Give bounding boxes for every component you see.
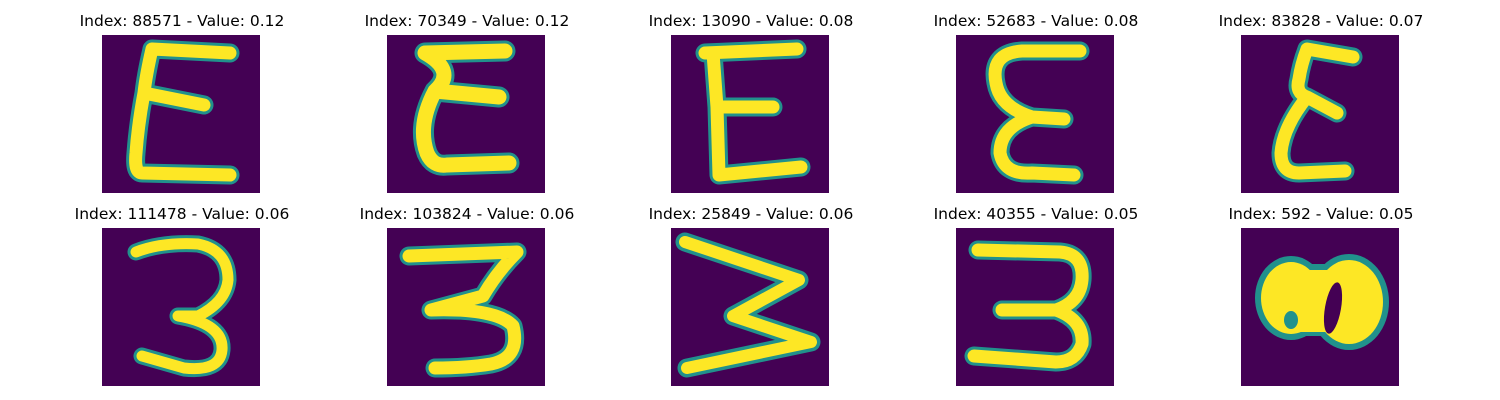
- panel-title: Index: 83828 - Value: 0.07: [1218, 12, 1424, 30]
- panel-title: Index: 592 - Value: 0.05: [1228, 205, 1414, 223]
- panel-image: [956, 35, 1114, 193]
- panel-8: Index: 25849 - Value: 0.06: [649, 205, 853, 386]
- panel-10: Index: 592 - Value: 0.05: [1228, 205, 1414, 386]
- glyph-e-image: [102, 35, 260, 193]
- panel-title: Index: 88571 - Value: 0.12: [79, 12, 285, 30]
- panel-6: Index: 111478 - Value: 0.06: [75, 205, 289, 386]
- panel-image: [387, 35, 545, 193]
- glyph-e-image: [671, 35, 829, 193]
- panel-image: [956, 228, 1114, 386]
- panel-5: Index: 83828 - Value: 0.07: [1219, 12, 1423, 193]
- panel-title: Index: 25849 - Value: 0.06: [648, 205, 854, 223]
- panel-title: Index: 40355 - Value: 0.05: [933, 205, 1139, 223]
- panel-2: Index: 70349 - Value: 0.12: [365, 12, 569, 193]
- panel-9: Index: 40355 - Value: 0.05: [934, 205, 1138, 386]
- panel-title: Index: 13090 - Value: 0.08: [648, 12, 854, 30]
- panel-3: Index: 13090 - Value: 0.08: [649, 12, 853, 193]
- glyph-3-image: [102, 228, 260, 386]
- glyph-8-image: [1241, 228, 1399, 386]
- panel-image: [1241, 35, 1399, 193]
- glyph-e-image: [1241, 35, 1399, 193]
- panel-image: [671, 228, 829, 386]
- panel-image: [102, 35, 260, 193]
- glyph-3-image: [956, 228, 1114, 386]
- glyph-e-image: [956, 35, 1114, 193]
- panel-title: Index: 70349 - Value: 0.12: [364, 12, 570, 30]
- glyph-w-image: [671, 228, 829, 386]
- panel-title: Index: 52683 - Value: 0.08: [933, 12, 1139, 30]
- panel-1: Index: 88571 - Value: 0.12: [80, 12, 284, 193]
- panel-image: [1241, 228, 1399, 386]
- panel-image: [671, 35, 829, 193]
- panel-4: Index: 52683 - Value: 0.08: [934, 12, 1138, 193]
- panel-title: Index: 111478 - Value: 0.06: [74, 205, 290, 223]
- glyph-3-image: [387, 228, 545, 386]
- panel-7: Index: 103824 - Value: 0.06: [360, 205, 574, 386]
- panel-image: [387, 228, 545, 386]
- panel-image: [102, 228, 260, 386]
- glyph-e-image: [387, 35, 545, 193]
- panel-title: Index: 103824 - Value: 0.06: [359, 205, 575, 223]
